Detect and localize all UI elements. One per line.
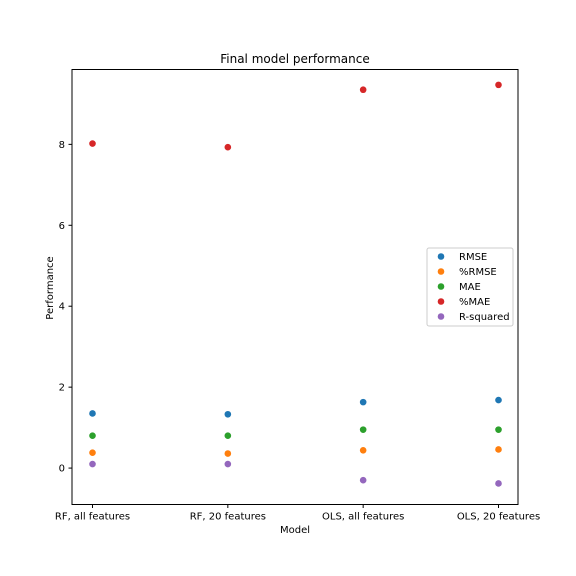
data-point [359, 398, 367, 406]
legend-marker [437, 253, 445, 260]
data-point [89, 410, 96, 417]
legend-label: RMSE [459, 252, 487, 263]
y-tick-label: 8 [59, 140, 65, 151]
data-point [359, 476, 367, 484]
legend-box [426, 247, 514, 327]
legend-label: %MAE [459, 297, 490, 308]
legend-label: MAE [459, 282, 481, 293]
data-point [359, 426, 367, 433]
data-point [495, 81, 502, 89]
legend-marker [437, 268, 445, 275]
data-point [495, 480, 502, 487]
legend-marker [437, 283, 445, 290]
data-point [359, 446, 367, 454]
data-point [89, 432, 96, 440]
y-tick-label: 2 [59, 383, 65, 394]
legend-label: %RMSE [459, 267, 497, 278]
y-tick-label: 6 [59, 221, 65, 232]
data-point [495, 446, 502, 453]
chart-title: Final model performance [220, 52, 370, 66]
x-tick-label: OLS, all features [322, 512, 404, 523]
data-point [224, 460, 232, 468]
data-point [89, 449, 96, 457]
legend-marker [437, 298, 445, 305]
data-point [495, 426, 502, 433]
data-point [224, 450, 232, 457]
data-point [89, 140, 96, 147]
x-tick-label: RF, 20 features [190, 512, 266, 523]
plot-frame [71, 69, 519, 505]
x-tick-label: RF, all features [55, 512, 130, 523]
y-tick-label: 4 [59, 302, 65, 313]
data-point [89, 460, 96, 468]
data-point [224, 432, 232, 440]
y-tick-label: 0 [59, 464, 65, 475]
legend: RMSE %RMSE MAE %MAE R-squared [426, 247, 514, 327]
data-point [224, 143, 232, 151]
x-tick-label: OLS, 20 features [457, 512, 540, 523]
legend-label: R-squared [459, 312, 510, 323]
data-point [359, 86, 367, 94]
x-axis-label: Model [280, 525, 310, 536]
legend-marker [437, 313, 445, 320]
data-point [224, 410, 232, 418]
data-point [495, 396, 502, 404]
y-axis-label: Performance [45, 256, 56, 319]
